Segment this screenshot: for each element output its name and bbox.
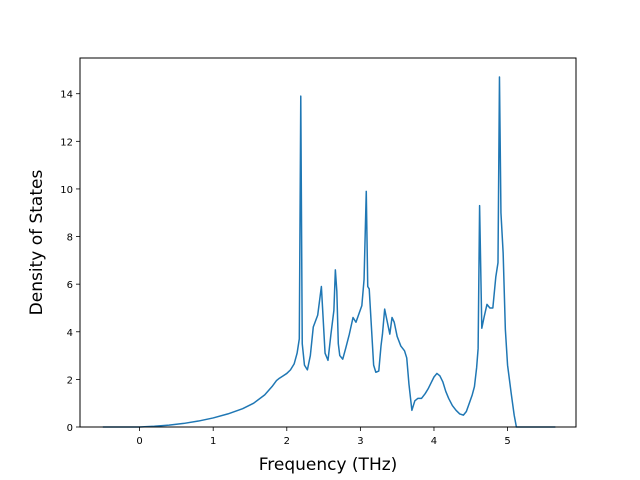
y-tick-label: 10 [60,185,73,196]
y-tick-label: 8 [67,233,73,244]
x-tick-label: 5 [504,436,510,447]
x-axis: 0 1 2 3 4 5 [136,427,511,447]
x-tick-label: 1 [210,436,216,447]
y-axis: 0 2 4 6 8 10 12 14 [60,90,80,434]
y-tick-label: 4 [67,328,73,339]
x-tick-label: 3 [357,436,363,447]
y-tick-label: 0 [67,423,73,434]
y-tick-label: 2 [67,375,73,386]
x-tick-label: 4 [431,436,437,447]
y-tick-label: 12 [60,137,73,148]
y-axis-label: Density of States [27,170,47,316]
plot-area [102,76,556,428]
y-tick-label: 6 [67,280,73,291]
x-tick-label: 2 [284,436,290,447]
axes-frame [79,57,577,428]
y-tick-label: 14 [60,90,73,101]
x-axis-label: Frequency (THz) [259,455,398,475]
x-tick-label: 0 [136,436,142,447]
series-line-0 [102,76,556,428]
